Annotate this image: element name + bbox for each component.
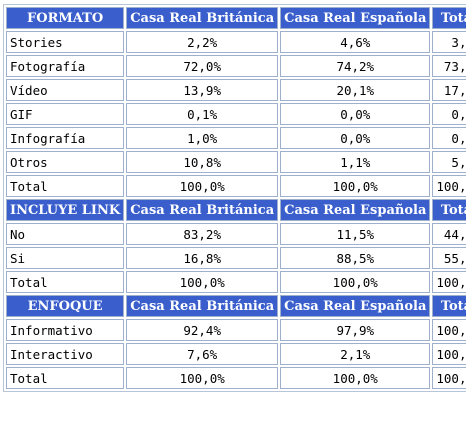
spanish-value: 74,2% (280, 55, 431, 77)
header-cell-category: INCLUYE LINK (6, 199, 125, 221)
header-cell-british: Casa Real Británica (126, 199, 279, 221)
total-value: 73,2% (432, 55, 466, 77)
spanish-value: 2,1% (280, 343, 431, 365)
row-label: Otros (6, 151, 125, 173)
total-value: 100,0% (432, 367, 466, 389)
row-label: Total (6, 367, 125, 389)
header-cell-spanish: Casa Real Española (280, 295, 431, 317)
header-cell-total: Total (432, 7, 466, 29)
british-value: 7,6% (126, 343, 279, 365)
total-value: 44,8% (432, 223, 466, 245)
table-row-total: Total 100,0% 100,0% 100,0% (6, 367, 466, 389)
total-value: 5,6% (432, 151, 466, 173)
british-value: 2,2% (126, 31, 279, 53)
spanish-value: 11,5% (280, 223, 431, 245)
header-cell-total: Total (432, 295, 466, 317)
british-value: 16,8% (126, 247, 279, 269)
row-label: GIF (6, 103, 125, 125)
spanish-value: 4,6% (280, 31, 431, 53)
header-cell-category: ENFOQUE (6, 295, 125, 317)
section-header-row-enfoque: ENFOQUE Casa Real Británica Casa Real Es… (6, 295, 466, 317)
total-value: 55,2% (432, 247, 466, 269)
british-value: 100,0% (126, 175, 279, 197)
table-row: GIF 0,1% 0,0% 0,0% (6, 103, 466, 125)
british-value: 10,8% (126, 151, 279, 173)
british-value: 0,1% (126, 103, 279, 125)
total-value: 100,0% (432, 271, 466, 293)
row-label: No (6, 223, 125, 245)
row-label: Total (6, 175, 125, 197)
row-label: Si (6, 247, 125, 269)
total-value: 100,0% (432, 319, 466, 341)
total-value: 17,2% (432, 79, 466, 101)
british-value: 72,0% (126, 55, 279, 77)
british-value: 92,4% (126, 319, 279, 341)
header-cell-spanish: Casa Real Española (280, 7, 431, 29)
spanish-value: 1,1% (280, 151, 431, 173)
spanish-value: 100,0% (280, 271, 431, 293)
section-header-row-incluye-link: INCLUYE LINK Casa Real Británica Casa Re… (6, 199, 466, 221)
row-label: Fotografía (6, 55, 125, 77)
format-comparison-table: FORMATO Casa Real Británica Casa Real Es… (3, 4, 466, 392)
spanish-value: 88,5% (280, 247, 431, 269)
row-label: Interactivo (6, 343, 125, 365)
table-row: Infografía 1,0% 0,0% 0,5% (6, 127, 466, 149)
spanish-value: 97,9% (280, 319, 431, 341)
table-row-total: Total 100,0% 100,0% 100,0% (6, 175, 466, 197)
row-label: Informativo (6, 319, 125, 341)
british-value: 100,0% (126, 367, 279, 389)
total-value: 0,5% (432, 127, 466, 149)
row-label: Infografía (6, 127, 125, 149)
spanish-value: 0,0% (280, 103, 431, 125)
spanish-value: 20,1% (280, 79, 431, 101)
header-cell-total: Total (432, 199, 466, 221)
spanish-value: 100,0% (280, 175, 431, 197)
table-row: Interactivo 7,6% 2,1% 100,0% (6, 343, 466, 365)
british-value: 1,0% (126, 127, 279, 149)
section-header-row-formato: FORMATO Casa Real Británica Casa Real Es… (6, 7, 466, 29)
total-value: 0,0% (432, 103, 466, 125)
british-value: 100,0% (126, 271, 279, 293)
table-row-total: Total 100,0% 100,0% 100,0% (6, 271, 466, 293)
header-cell-british: Casa Real Británica (126, 295, 279, 317)
header-cell-category: FORMATO (6, 7, 125, 29)
row-label: Total (6, 271, 125, 293)
spanish-value: 100,0% (280, 367, 431, 389)
table-row: Si 16,8% 88,5% 55,2% (6, 247, 466, 269)
british-value: 13,9% (126, 79, 279, 101)
table-row: Fotografía 72,0% 74,2% 73,2% (6, 55, 466, 77)
data-table-container: FORMATO Casa Real Británica Casa Real Es… (3, 4, 466, 392)
header-cell-british: Casa Real Británica (126, 7, 279, 29)
header-cell-spanish: Casa Real Española (280, 199, 431, 221)
spanish-value: 0,0% (280, 127, 431, 149)
table-row: Stories 2,2% 4,6% 3,5% (6, 31, 466, 53)
total-value: 3,5% (432, 31, 466, 53)
table-row: Vídeo 13,9% 20,1% 17,2% (6, 79, 466, 101)
row-label: Vídeo (6, 79, 125, 101)
british-value: 83,2% (126, 223, 279, 245)
total-value: 100,0% (432, 175, 466, 197)
table-row: Otros 10,8% 1,1% 5,6% (6, 151, 466, 173)
table-row: No 83,2% 11,5% 44,8% (6, 223, 466, 245)
total-value: 100,0% (432, 343, 466, 365)
row-label: Stories (6, 31, 125, 53)
table-row: Informativo 92,4% 97,9% 100,0% (6, 319, 466, 341)
